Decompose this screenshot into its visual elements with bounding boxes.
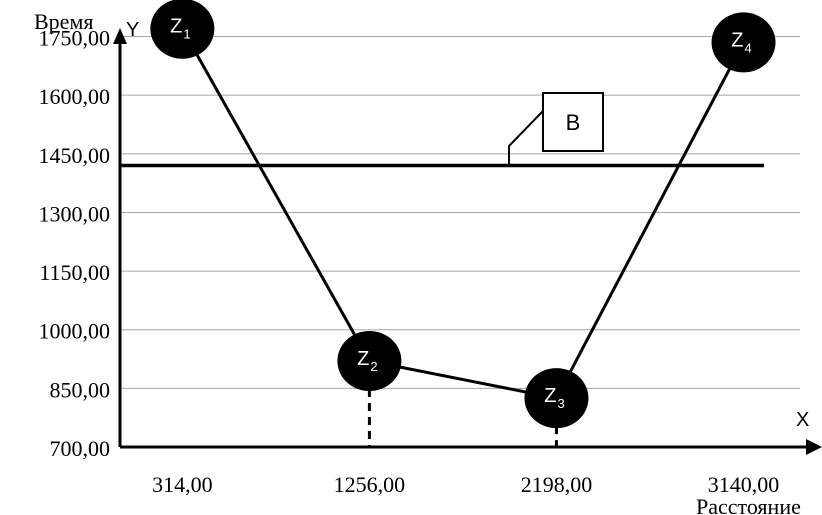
callout-label: B <box>566 110 581 135</box>
data-point <box>711 12 776 73</box>
axes-layer <box>113 28 822 455</box>
y-tick-label: 1450,00 <box>39 143 111 168</box>
y-tick-label: 1150,00 <box>39 260 110 285</box>
x-axis-letter: X <box>796 409 809 431</box>
y-axis-title: Время <box>34 9 93 34</box>
x-axis-title: Расстояние <box>696 494 801 515</box>
data-point-subscript: 2 <box>370 359 377 374</box>
data-point <box>524 368 589 429</box>
y-tick-label: 1750,00 <box>39 26 111 51</box>
callout-box <box>542 92 604 152</box>
y-tick-label: 850,00 <box>50 377 111 402</box>
grid-layer <box>120 36 800 389</box>
data-point-subscript: 3 <box>557 396 564 411</box>
series-line <box>181 27 745 400</box>
data-point-subscript: 4 <box>745 40 752 55</box>
x-axis-arrow <box>806 439 822 455</box>
y-tick-label: 1000,00 <box>39 319 111 344</box>
y-axis-arrow <box>113 28 127 44</box>
x-tick-label: 3140,00 <box>708 472 780 497</box>
y-tick-label: 1300,00 <box>39 201 111 226</box>
text-layer: 700,00 850,00 1000,00 1150,00 1300,00 1450,00… <box>34 9 809 515</box>
x-tick-label: 2198,00 <box>521 472 593 497</box>
data-point <box>337 331 402 391</box>
y-axis-letter: Y <box>126 19 139 41</box>
y-tick-label: 1600,00 <box>39 84 111 109</box>
x-tick-label: 1256,00 <box>334 472 406 497</box>
data-point-subscript: 1 <box>183 27 190 42</box>
reference-line-layer: B <box>120 92 764 168</box>
callout-leader <box>508 110 544 166</box>
data-point <box>150 0 215 59</box>
x-tick-label: 314,00 <box>152 472 213 497</box>
y-tick-label: 700,00 <box>50 436 111 461</box>
